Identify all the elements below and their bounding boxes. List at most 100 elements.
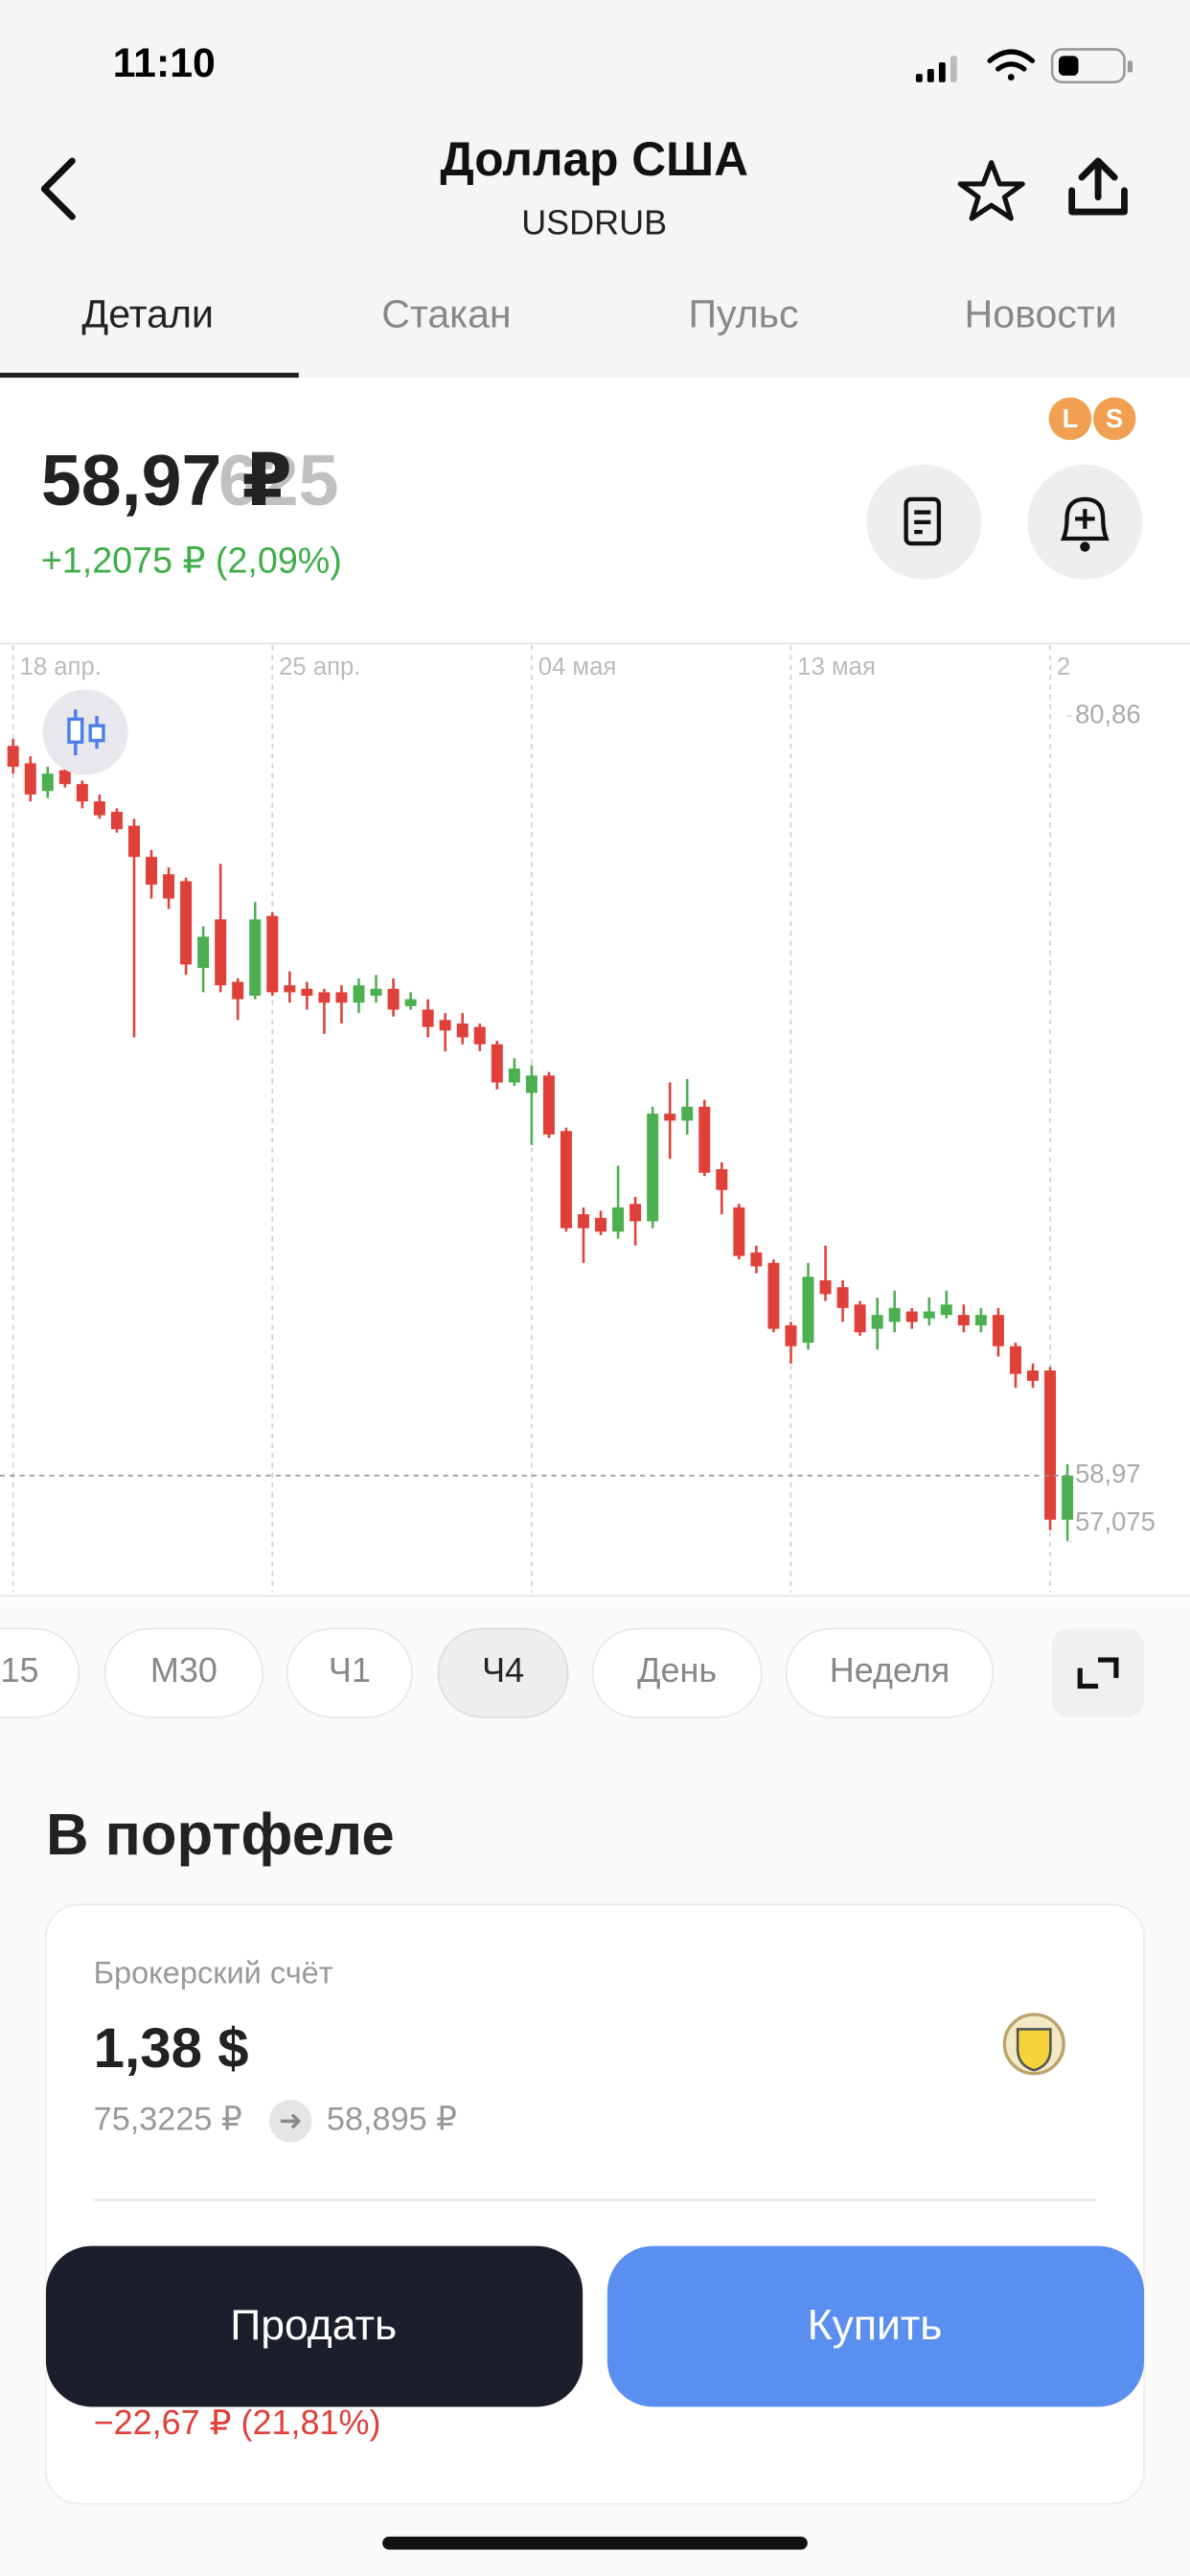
badges: L S <box>1048 397 1136 441</box>
candle-body <box>802 1276 814 1344</box>
candle-body <box>370 988 382 997</box>
low-marker-label: 57,075 <box>1075 1506 1156 1536</box>
candle-body <box>647 1114 659 1222</box>
candlestick-chart: 18 апр. 25 апр. 04 мая 13 мая 280,86 58,97 57,… <box>0 645 1156 1593</box>
buy-button[interactable]: Купить <box>606 2245 1145 2407</box>
chart-panel <box>0 378 1190 1601</box>
interval-label[interactable]: Ч1 <box>329 1650 371 1690</box>
candle-body <box>923 1311 935 1319</box>
candle-body <box>577 1214 589 1229</box>
price-line-label: 58,97 <box>1075 1459 1141 1488</box>
interval-pill[interactable] <box>0 1627 80 1718</box>
candle-body <box>733 1207 745 1256</box>
candle-body <box>716 1169 728 1190</box>
candle-body <box>93 801 105 816</box>
candle-body <box>525 1075 538 1093</box>
price-ghost: 625 <box>218 440 339 520</box>
interval-label[interactable]: День <box>637 1650 717 1690</box>
candle-body <box>404 999 417 1006</box>
interval-pill[interactable] <box>103 1627 263 1718</box>
current-price: 58,895 ₽ <box>327 2101 457 2137</box>
buy-label[interactable]: Купить <box>808 2302 943 2349</box>
candle-body <box>560 1131 572 1229</box>
interval-label[interactable]: Ч4 <box>482 1650 524 1690</box>
candle-body <box>473 1026 486 1045</box>
x-tick-label: 2 <box>1057 654 1070 680</box>
chart-type-button[interactable] <box>42 689 128 775</box>
candle-body <box>335 992 348 1003</box>
candle-body <box>595 1217 607 1232</box>
candle-body <box>819 1279 832 1295</box>
candle-body <box>508 1069 520 1083</box>
candle-body <box>767 1262 780 1329</box>
candle-body <box>888 1307 901 1322</box>
candle-body <box>1009 1346 1021 1374</box>
header-title: Доллар США <box>440 132 748 186</box>
battery <box>1050 48 1133 84</box>
candle-body <box>127 825 140 858</box>
candle-body <box>7 746 19 768</box>
candle-body <box>318 992 331 1003</box>
candle-body <box>698 1106 711 1173</box>
candle-body <box>854 1304 866 1333</box>
candle-body <box>163 874 175 899</box>
price-change: +1,2075 ₽ (2,09%) <box>41 540 342 581</box>
broker-logo <box>1002 2012 1065 2076</box>
candle-body <box>992 1315 1004 1346</box>
candle-body <box>422 1009 434 1027</box>
section-title: В портфеле <box>46 1802 395 1868</box>
sell-button[interactable]: Продать <box>45 2245 584 2407</box>
candle-body <box>681 1106 694 1121</box>
candle-body <box>664 1114 676 1121</box>
candle-body <box>266 915 279 993</box>
candle-body <box>110 812 123 830</box>
interval-selector: 15 M30 Ч1 Ч4 День Неделя <box>0 1627 995 1718</box>
candle-body <box>1062 1475 1074 1520</box>
wifi <box>987 49 1036 81</box>
expand-button[interactable] <box>1052 1628 1145 1717</box>
candle-body <box>24 763 36 795</box>
avg-price: 75,3225 ₽ <box>94 2101 242 2137</box>
tab[interactable]: Пульс <box>688 292 798 336</box>
interval-pill[interactable] <box>437 1627 569 1718</box>
candle-body <box>1044 1370 1057 1520</box>
interval-pill[interactable] <box>591 1627 763 1718</box>
back-button[interactable] <box>40 157 76 220</box>
x-tick-label: 25 апр. <box>279 654 360 680</box>
candle-body <box>76 784 88 802</box>
sell-label[interactable]: Продать <box>230 2302 397 2349</box>
x-tick-label: 04 мая <box>538 654 617 680</box>
candle-body <box>301 988 313 997</box>
arrow <box>268 2100 312 2143</box>
candle-body <box>612 1207 625 1232</box>
interval-label[interactable]: Неделя <box>830 1650 950 1690</box>
price-current: 58,97 ₽ <box>41 440 292 520</box>
candle-body <box>1027 1370 1040 1381</box>
interval-pill[interactable] <box>785 1627 995 1718</box>
candle-body <box>905 1311 918 1322</box>
candle-body <box>785 1324 797 1346</box>
candle-body <box>542 1075 555 1135</box>
share-button[interactable] <box>1068 157 1128 216</box>
tab[interactable]: Стакан <box>381 292 511 336</box>
status-time: 11:10 <box>113 40 216 86</box>
favorite-button[interactable] <box>957 160 1025 221</box>
candle-body <box>197 936 210 969</box>
candle-body <box>215 919 227 986</box>
interval-label[interactable]: 15 <box>1 1650 39 1690</box>
notes-button[interactable] <box>866 464 982 580</box>
interval-label[interactable]: M30 <box>150 1650 217 1690</box>
candle-body <box>871 1315 883 1329</box>
badge: S <box>1106 403 1123 433</box>
candle-body <box>146 857 158 886</box>
candle-body <box>974 1315 987 1325</box>
candle-body <box>232 981 244 1000</box>
profit-loss: −22,67 ₽ (21,81%) <box>94 2403 381 2442</box>
interval-pill[interactable] <box>286 1627 413 1718</box>
tab[interactable]: Новости <box>965 292 1117 336</box>
alert-button[interactable] <box>1027 464 1143 580</box>
candle-body <box>284 985 296 993</box>
tab[interactable]: Детали <box>81 292 214 336</box>
top-bar <box>0 0 1190 379</box>
